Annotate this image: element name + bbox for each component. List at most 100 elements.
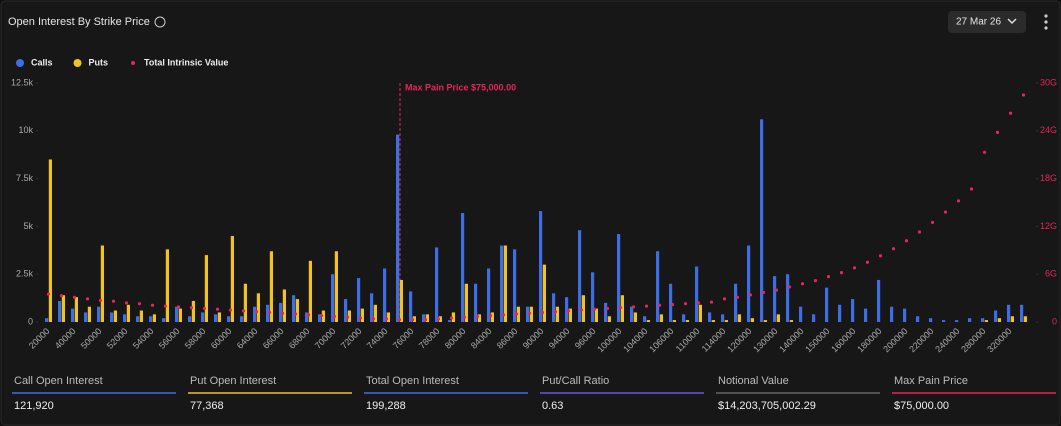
intrinsic-dot xyxy=(202,306,207,311)
bar xyxy=(45,318,49,322)
bar xyxy=(500,245,504,322)
intrinsic-dot xyxy=(98,298,103,303)
stat-label: Call Open Interest xyxy=(14,375,103,387)
menu-icon[interactable] xyxy=(1044,14,1048,30)
bar xyxy=(409,291,413,322)
bar xyxy=(396,134,400,322)
intrinsic-dot xyxy=(241,309,246,313)
bar xyxy=(607,316,611,322)
intrinsic-dot xyxy=(605,306,610,311)
bar xyxy=(656,251,660,322)
stat-label: Max Pain Price xyxy=(894,375,968,387)
info-icon[interactable] xyxy=(154,16,166,28)
bar xyxy=(279,302,283,322)
stat-label: Total Open Interest xyxy=(366,375,459,387)
bar xyxy=(123,314,127,322)
intrinsic-dot xyxy=(150,303,155,307)
bar xyxy=(253,306,257,322)
intrinsic-dot xyxy=(423,318,428,322)
intrinsic-dot xyxy=(488,314,493,318)
bar xyxy=(126,304,130,322)
bar xyxy=(269,251,273,322)
y2-tick-label: 12G xyxy=(1040,221,1057,231)
bar xyxy=(659,314,663,322)
date-label: 27 Mar 26 xyxy=(956,17,1001,28)
intrinsic-dot xyxy=(267,310,272,315)
bar xyxy=(383,268,387,322)
bar xyxy=(357,278,361,322)
bar xyxy=(581,295,585,322)
stat-value: 0.63 xyxy=(542,400,563,412)
stat-value: $75,000.00 xyxy=(894,400,949,412)
bar xyxy=(201,312,205,322)
bar xyxy=(477,314,481,322)
bar xyxy=(685,320,689,322)
bar xyxy=(786,274,790,322)
bar xyxy=(646,320,650,322)
intrinsic-dot xyxy=(397,318,402,322)
bar xyxy=(256,293,260,322)
intrinsic-dot xyxy=(657,303,662,307)
intrinsic-dot xyxy=(865,260,870,264)
intrinsic-dot xyxy=(1021,93,1026,97)
bar xyxy=(929,318,933,322)
bar xyxy=(513,249,517,322)
intrinsic-dot xyxy=(514,312,519,316)
intrinsic-dot xyxy=(540,310,545,315)
bar xyxy=(97,306,101,322)
intrinsic-dot xyxy=(462,315,467,319)
legend-label: Total Intrinsic Value xyxy=(144,57,228,67)
bar xyxy=(152,314,156,322)
bar xyxy=(360,308,364,322)
bar xyxy=(58,300,62,322)
date-select[interactable] xyxy=(948,11,1026,33)
intrinsic-dot xyxy=(475,314,480,319)
stat-value: 77,368 xyxy=(190,400,224,412)
legend-label: Calls xyxy=(31,57,53,67)
bar xyxy=(747,245,751,322)
bar xyxy=(750,318,754,322)
intrinsic-dot xyxy=(319,314,324,318)
intrinsic-dot xyxy=(254,310,259,314)
intrinsic-dot xyxy=(787,285,792,289)
bar xyxy=(630,306,634,322)
bar xyxy=(71,308,75,322)
intrinsic-dot xyxy=(969,187,974,191)
bar xyxy=(321,310,325,322)
bar xyxy=(1010,316,1014,322)
bar xyxy=(916,316,920,322)
bar xyxy=(464,283,468,322)
intrinsic-dot xyxy=(878,254,883,258)
bar xyxy=(490,312,494,322)
intrinsic-dot xyxy=(59,294,64,298)
bar xyxy=(526,306,530,322)
bar xyxy=(591,272,595,322)
bar xyxy=(539,211,543,322)
y2-tick-label: 24G xyxy=(1040,125,1057,135)
bar xyxy=(347,310,351,322)
intrinsic-dot xyxy=(345,315,350,319)
intrinsic-dot xyxy=(384,317,389,321)
stat-value: 199,288 xyxy=(366,400,406,412)
intrinsic-dot xyxy=(137,302,142,306)
intrinsic-dot xyxy=(917,230,922,234)
bar xyxy=(165,249,169,322)
intrinsic-dot xyxy=(176,305,181,309)
bar xyxy=(448,320,452,322)
bar xyxy=(799,306,803,322)
bar xyxy=(851,299,855,322)
bar xyxy=(214,314,218,322)
bar xyxy=(227,316,231,322)
stat-label: Notional Value xyxy=(718,375,789,387)
bar xyxy=(565,297,569,322)
y-tick-label: 2.5k xyxy=(16,269,34,279)
bar xyxy=(552,293,556,322)
y-tick-label: 10k xyxy=(18,125,33,135)
bar xyxy=(617,234,621,322)
intrinsic-dot xyxy=(124,301,129,305)
bar xyxy=(308,260,312,322)
y2-tick-label: 0 xyxy=(1052,316,1057,326)
bar xyxy=(994,310,998,322)
bar xyxy=(877,279,881,322)
intrinsic-dot xyxy=(306,313,311,317)
